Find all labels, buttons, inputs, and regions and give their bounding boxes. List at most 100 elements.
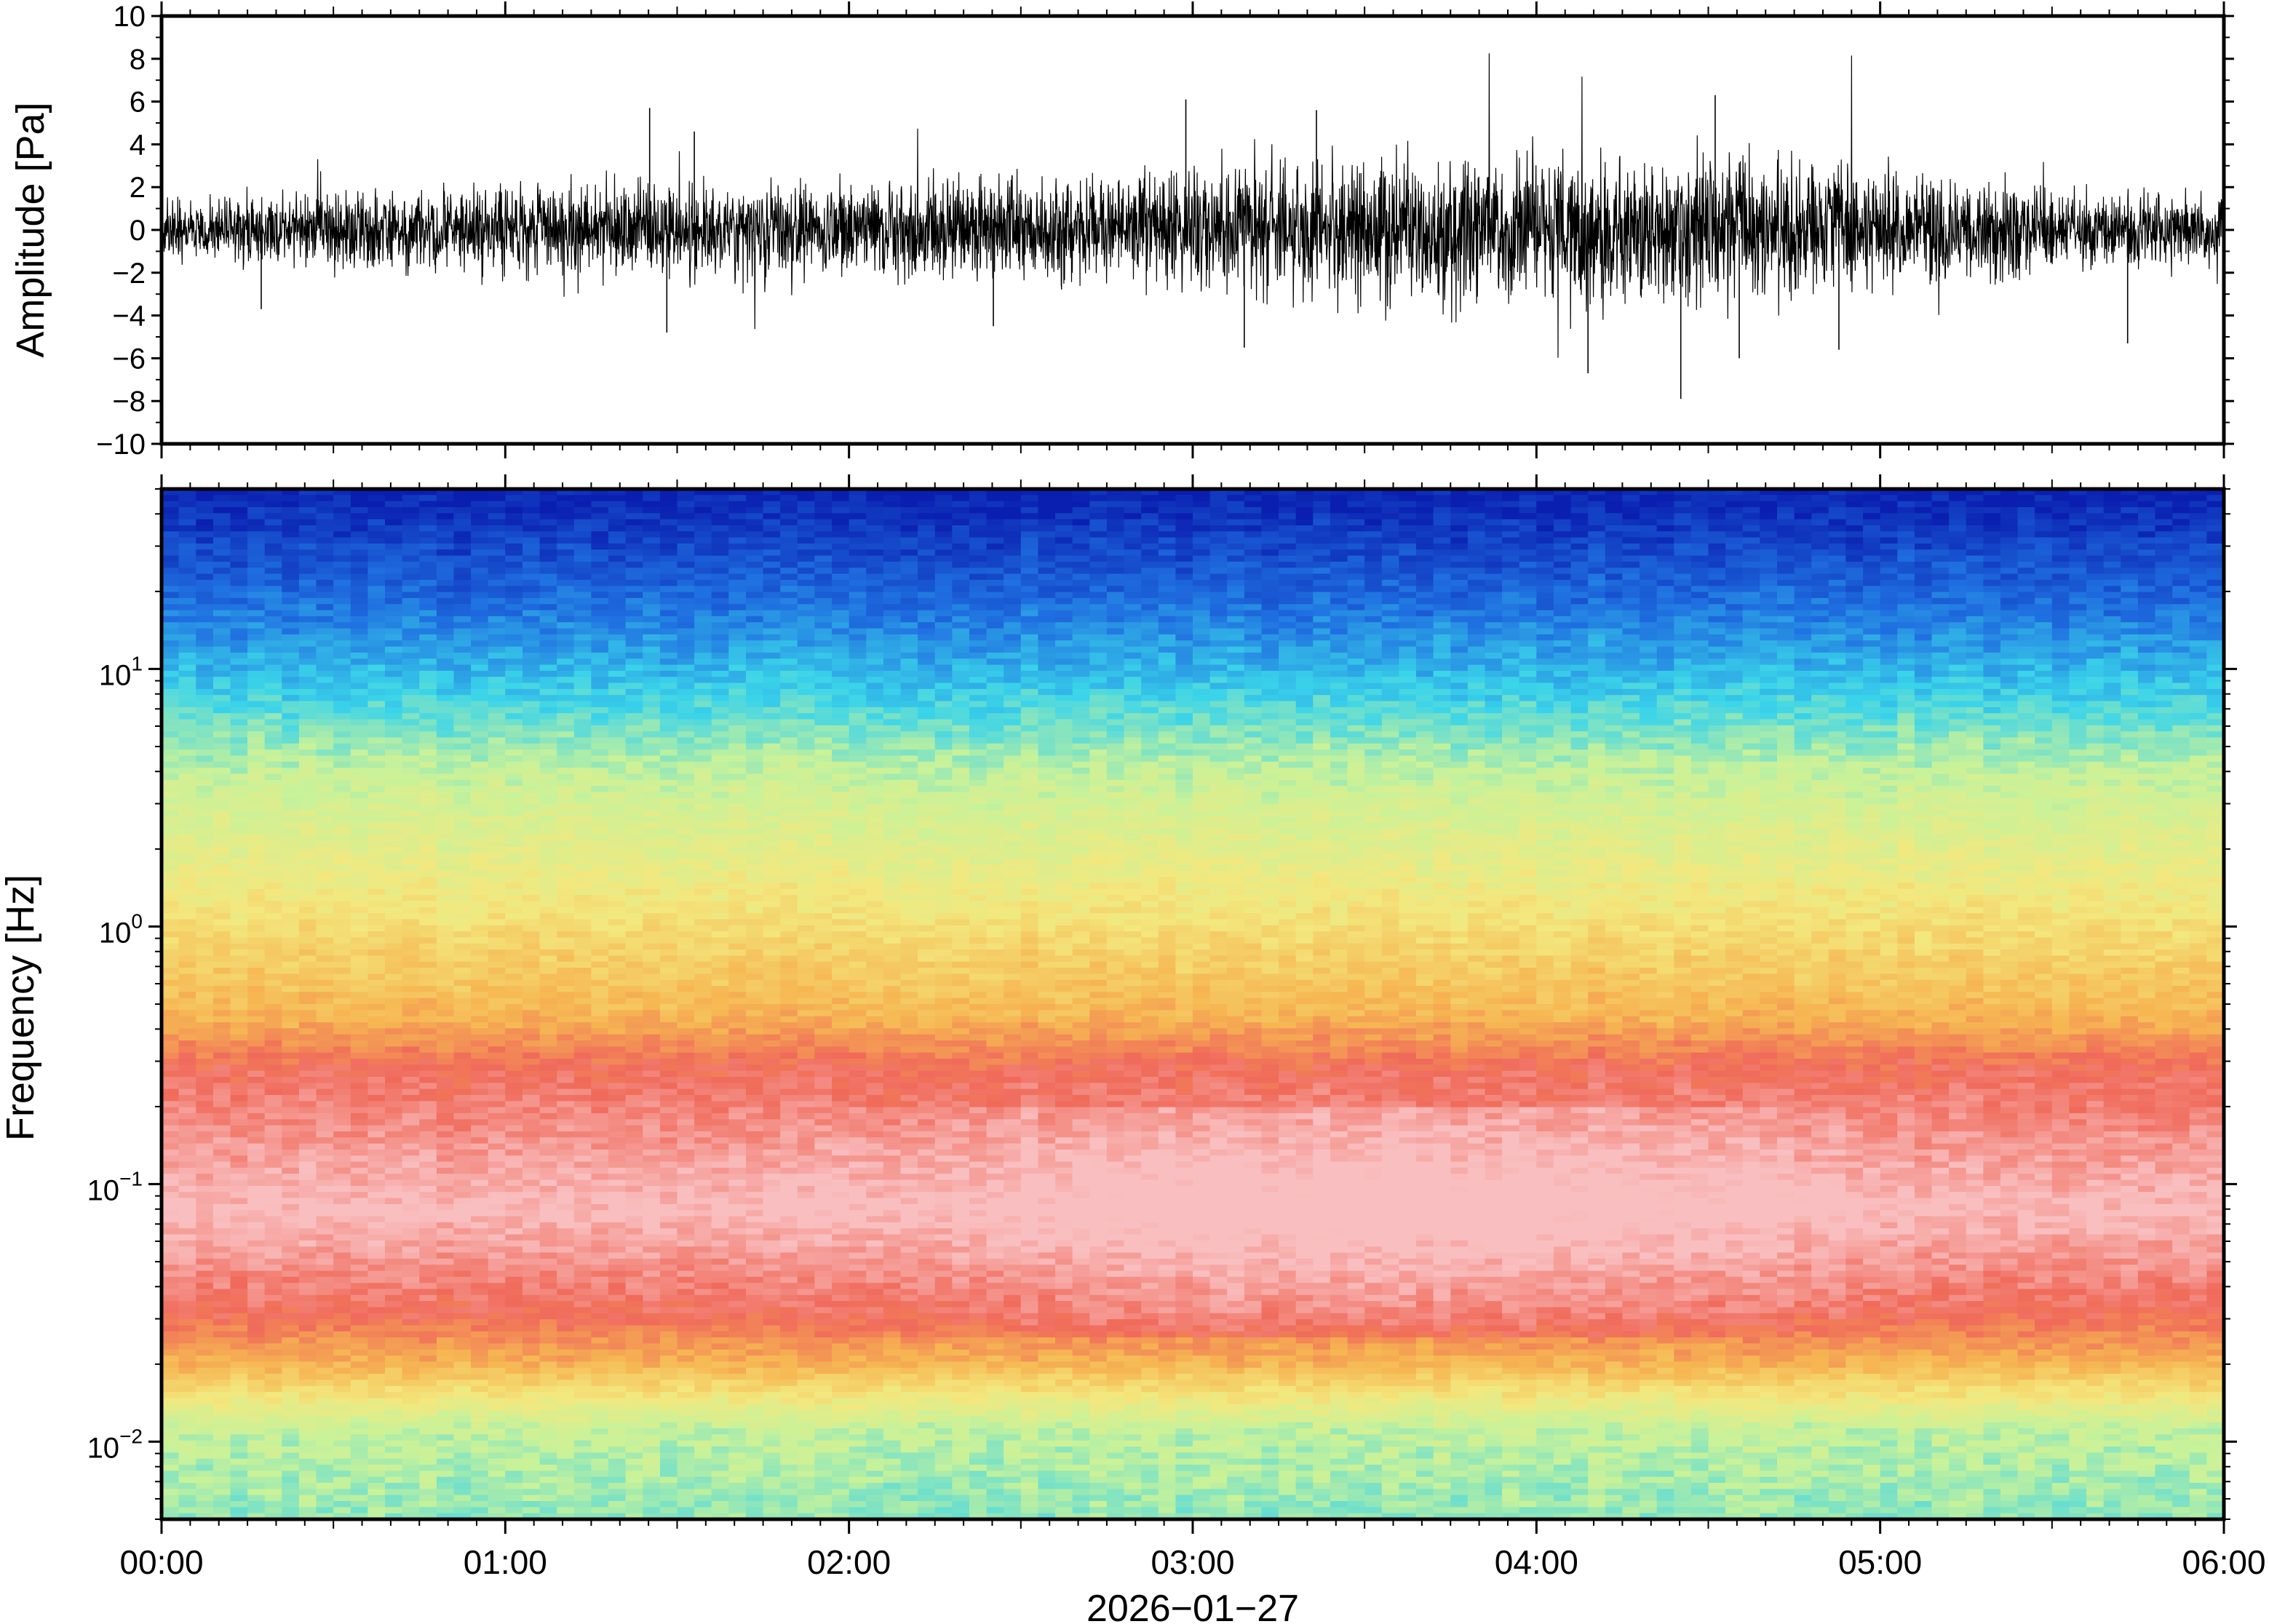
spectrogram-cell [557,653,574,659]
spectrogram-cell [454,1489,472,1495]
spectrogram-cell [454,1361,472,1368]
spectrogram-cell [231,1337,248,1344]
spectrogram-cell [471,1089,488,1096]
spectrogram-cell [522,931,540,938]
spectrogram-cell [471,968,488,974]
spectrogram-cell [419,513,437,520]
spectrogram-cell [196,1386,213,1393]
spectrogram-cell [454,568,472,574]
spectrogram-cell [367,725,385,732]
spectrogram-cell [626,549,643,556]
spectrogram-cell [162,653,179,659]
spectrogram-cell [265,1101,282,1107]
spectrogram-cell [488,1392,506,1398]
spectrogram-cell [385,1131,402,1138]
spectrogram-cell [299,1404,317,1411]
spectrogram-cell [419,1077,437,1083]
spectrogram-cell [574,531,592,538]
spectrogram-cell [299,1507,317,1513]
spectrogram-cell [557,1446,574,1453]
spectrogram-cell [299,713,317,720]
spectrogram-cell [540,998,557,1005]
spectrogram-cell [505,744,522,750]
spectrogram-cell [591,592,608,599]
spectrogram-cell [231,1446,248,1453]
spectrogram-cell [540,780,557,787]
spectrogram-cell [231,883,248,889]
spectrogram-cell [454,1404,472,1411]
spectrogram-cell [231,665,248,672]
spectrogram-cell [282,1228,299,1235]
spectrogram-cell [471,1374,488,1380]
spectrogram-cell [385,822,402,829]
spectrogram-cell [179,1465,196,1471]
spectrogram-cell [351,980,368,987]
spectrogram-cell [351,901,368,907]
spectrogram-cell [522,731,540,738]
spectrogram-cell [367,647,385,653]
spectrogram-cell [179,513,196,520]
spectrogram-cell [454,525,472,532]
spectrogram-cell [540,713,557,720]
spectrogram-cell [317,725,334,732]
spectrogram-cell [162,1271,179,1278]
spectrogram-cell [540,538,557,544]
spectrogram-cell [162,1053,179,1059]
spectrogram-cell [522,1507,540,1513]
spectrogram-cell [608,1089,626,1096]
spectrogram-cell [282,1332,299,1338]
spectrogram-cell [213,592,231,599]
spectrogram-cell [557,1271,574,1278]
spectrogram-cell [471,1326,488,1332]
spectrogram-cell [505,937,522,944]
spectrogram-cell [488,950,506,956]
spectrogram-cell [522,695,540,701]
spectrogram-cell [471,1459,488,1465]
spectrogram-cell [574,986,592,992]
spectrogram-cell [196,1016,213,1023]
spectrogram-cell [317,840,334,847]
spectrogram-cell [265,1095,282,1102]
spectrogram-cell [247,647,265,653]
spectrogram-cell [643,562,660,568]
spectrogram-cell [402,828,420,835]
spectrogram-cell [454,1241,472,1247]
spectrogram-cell [626,1380,643,1386]
spectrogram-cell [419,616,437,623]
spectrogram-cell [505,556,522,562]
spectrogram-cell [557,1077,574,1083]
spectrogram-cell [608,1307,626,1314]
spectrogram-cell [437,1222,454,1229]
spectrogram-cell [419,792,437,799]
spectrogram-cell [419,725,437,732]
spectrogram-cell [385,731,402,738]
spectrogram-cell [367,1307,385,1314]
spectrogram-cell [367,1155,385,1162]
spectrogram-cell [162,1422,179,1429]
spectrogram-cell [247,1010,265,1016]
spectrogram-cell [179,574,196,581]
spectrogram-cell [213,549,231,556]
spectrogram-cell [608,1217,626,1223]
spectrogram-cell [385,1101,402,1107]
spectrogram-cell [591,1253,608,1259]
spectrogram-cell [574,749,592,756]
spectrogram-cell [367,1446,385,1453]
spectrogram-cell [367,986,385,992]
spectrogram-cell [419,1228,437,1235]
spectrogram-cell [522,1180,540,1187]
spectrogram-cell [488,616,506,623]
spectrogram-cell [299,586,317,592]
spectrogram-cell [522,1174,540,1180]
spectrogram-cell [540,877,557,883]
spectrogram-cell [540,1337,557,1344]
spectrogram-cell [437,762,454,768]
spectrogram-cell [179,774,196,781]
spectrogram-cell [591,1434,608,1441]
spectrogram-cell [557,774,574,781]
spectrogram-cell [454,901,472,907]
spectrogram-cell [471,1441,488,1447]
spectrogram-cell [471,1180,488,1187]
spectrogram-cell [367,1150,385,1156]
spectrogram-cell [540,1126,557,1132]
